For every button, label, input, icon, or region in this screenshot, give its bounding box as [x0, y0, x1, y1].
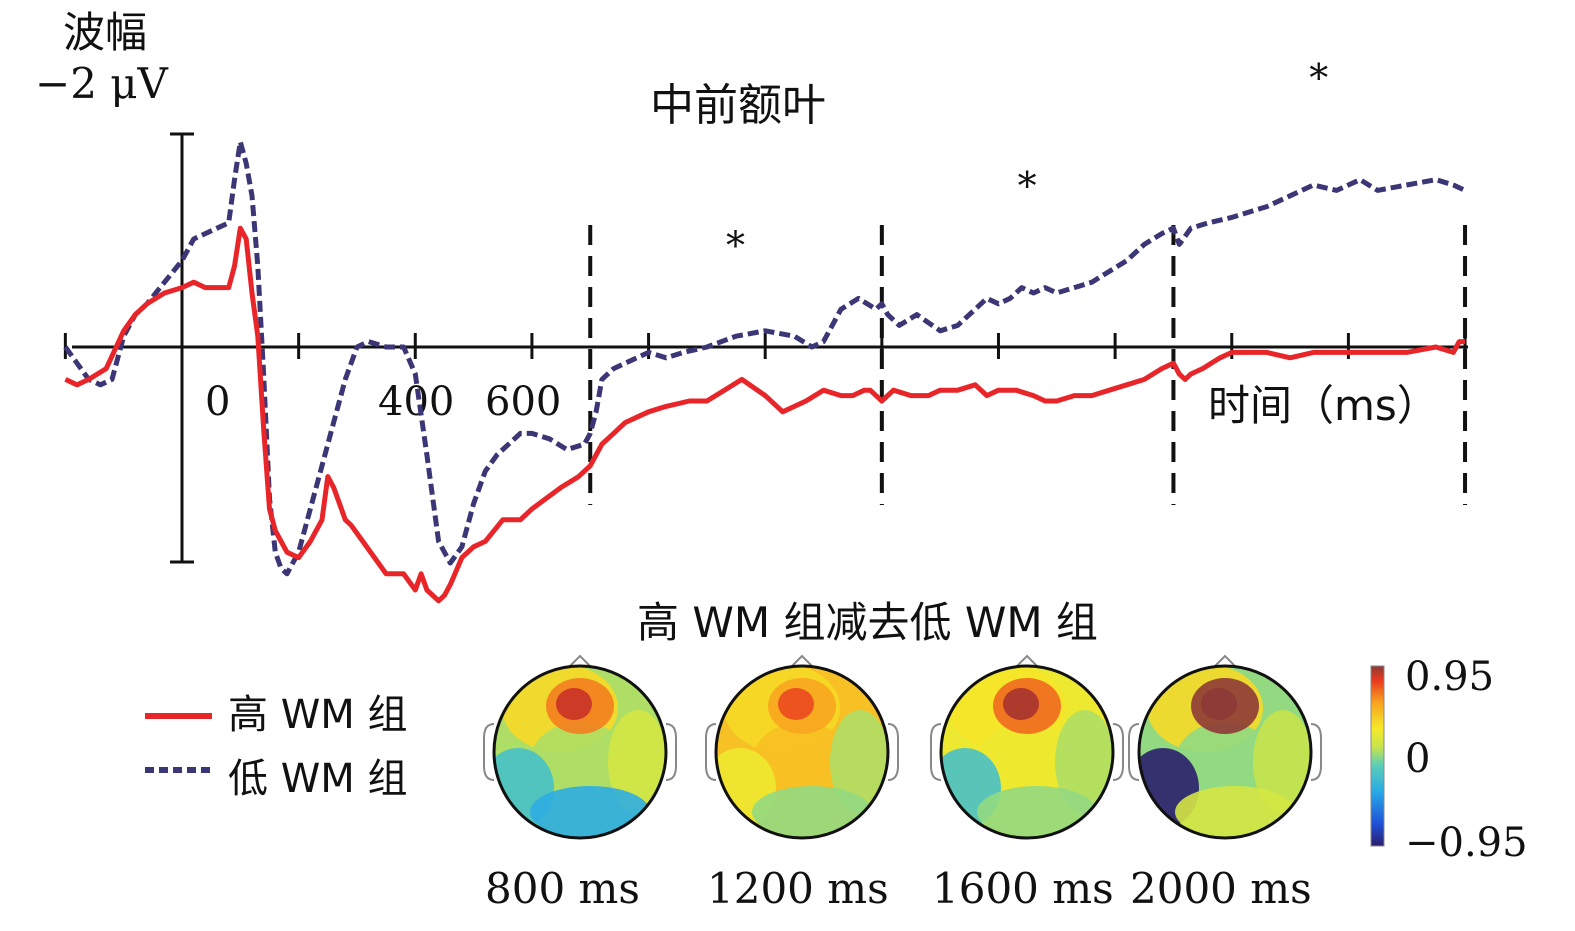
topomap-peak — [778, 688, 814, 720]
topomap-nose — [567, 654, 593, 669]
topomap-2: 1600 ms — [930, 654, 1124, 913]
topomap-label-0: 800 ms — [485, 864, 640, 913]
topomap-region-4 — [752, 786, 872, 838]
topomap-title: 高 WM 组减去低 WM 组 — [637, 598, 1098, 647]
x-tick-label-0: 0 — [205, 379, 230, 425]
topomap-ear-right — [665, 723, 677, 781]
topomap-3: 2000 ms — [1128, 654, 1322, 913]
significance-star-2: * — [1309, 56, 1328, 100]
topomap-ear-right — [887, 723, 899, 781]
topomap-region-3 — [1055, 710, 1113, 814]
topomap-outline — [714, 664, 890, 840]
series-line-low-wm — [63, 139, 1467, 577]
legend-label-low-wm: 低 WM 组 — [228, 756, 408, 802]
topomap-ear-left — [1128, 723, 1140, 781]
topomap-region-3 — [608, 710, 666, 814]
topomap-label-3: 2000 ms — [1130, 864, 1312, 913]
colorbar-max-label: 0.95 — [1405, 654, 1494, 700]
topomap-outline — [939, 664, 1115, 840]
topomap-ear-left — [930, 723, 942, 781]
topomap-1: 1200 ms — [705, 654, 899, 913]
topomap-region-1 — [530, 722, 630, 802]
topomap-outline — [1137, 664, 1313, 840]
topomap-label-2: 1600 ms — [932, 864, 1114, 913]
topomap-region-4 — [1175, 786, 1295, 838]
topomap-ear-left — [483, 723, 495, 781]
x-axis-label: 时间（ms） — [1208, 381, 1439, 430]
topomap-region-1 — [1175, 722, 1275, 802]
topomap-0: 800 ms — [483, 654, 677, 913]
significance-star-0: * — [726, 223, 745, 267]
x-tick-label-600: 600 — [485, 379, 561, 425]
colorbar-min-label: −0.95 — [1405, 820, 1528, 866]
x-tick-label-400: 400 — [378, 379, 454, 425]
topomap-region-1 — [977, 722, 1077, 802]
topomap-nose — [1014, 654, 1040, 669]
significance-star-1: * — [1018, 164, 1037, 208]
topomap-row: 800 ms 1200 ms 1600 ms 2000 ms — [483, 654, 1322, 913]
y-axis-label: 波幅 — [63, 8, 147, 57]
topomap-region-3 — [1253, 710, 1311, 814]
significance-markers: * * * — [726, 56, 1328, 267]
topomap-nose — [789, 654, 815, 669]
colorbar-mid-label: 0 — [1405, 736, 1430, 782]
topomap-region-1 — [752, 722, 852, 802]
topomap-peak — [556, 688, 592, 720]
topomap-peak — [1201, 688, 1237, 720]
legend-label-high-wm: 高 WM 组 — [228, 692, 408, 738]
series-line-high-wm — [64, 225, 1465, 604]
topomap-label-1: 1200 ms — [707, 864, 889, 913]
chart-title: 中前额叶 — [650, 80, 826, 131]
y-scale-label: −2 μV — [35, 59, 169, 108]
topomap-ear-left — [705, 723, 717, 781]
topomap-region-3 — [830, 710, 888, 814]
topomap-region-4 — [530, 786, 650, 838]
topomap-ear-right — [1112, 723, 1124, 781]
time-window-markers — [588, 225, 1468, 505]
topomap-ear-right — [1310, 723, 1322, 781]
colorbar — [1370, 665, 1385, 847]
topomap-nose — [1212, 654, 1238, 669]
topomap-outline — [492, 664, 668, 840]
topomap-region-4 — [977, 786, 1097, 838]
topomap-peak — [1003, 688, 1039, 720]
